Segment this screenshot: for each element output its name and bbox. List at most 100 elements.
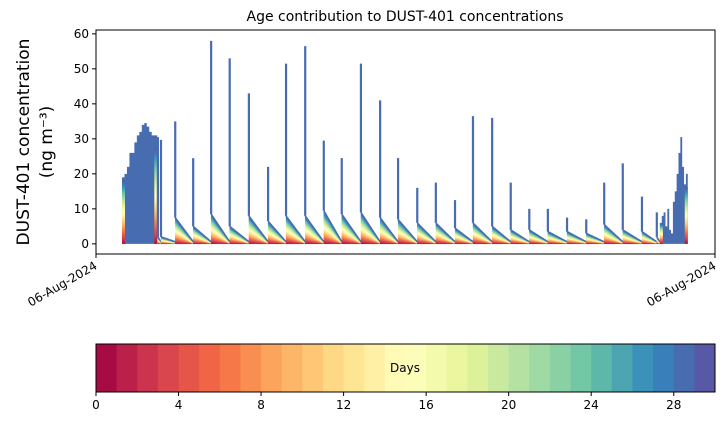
segment-top-line (157, 236, 162, 243)
age-segment (641, 230, 658, 245)
segment-top-line (285, 215, 306, 243)
segment-top-line (416, 222, 437, 243)
colorbar-swatch (426, 344, 448, 392)
segment-top-line (192, 225, 212, 243)
age-segment (174, 217, 194, 245)
cluster-area (659, 137, 688, 244)
colorbar-swatch (261, 344, 283, 392)
y-tick-label: 20 (74, 167, 89, 181)
segment-top-line (341, 213, 362, 243)
cluster-age-edge (659, 223, 663, 244)
segment-top-line (267, 220, 287, 243)
age-segment (547, 230, 568, 245)
colorbar-swatch (322, 344, 345, 392)
segment-top-line (397, 218, 418, 243)
age-segment (603, 224, 624, 245)
colorbar-swatch (632, 344, 654, 392)
age-segment (192, 225, 212, 245)
start-cluster (121, 123, 158, 244)
segment-top-line (585, 232, 605, 243)
colorbar-swatch (157, 344, 180, 392)
axes-frame (95, 29, 716, 255)
colorbar-tick-label: 28 (666, 398, 681, 412)
age-segment (416, 222, 437, 245)
segment-top-line (435, 222, 456, 243)
age-segment (160, 236, 176, 245)
segment-top-line (547, 230, 568, 243)
colorbar-swatch (364, 344, 386, 392)
y-tick-label: 10 (74, 202, 89, 216)
end-cluster (659, 137, 688, 244)
colorbar-frame (95, 343, 716, 393)
colorbar-label: Days (390, 361, 420, 375)
y-tick-label: 30 (74, 132, 89, 146)
colorbar-tick-label: 24 (584, 398, 599, 412)
colorbar-swatch (529, 344, 551, 392)
colorbar-swatch (405, 344, 427, 392)
colorbar-swatch (302, 344, 324, 392)
age-segment (285, 215, 306, 245)
x-axis: 06-Aug-2024 06-Aug-2024 (25, 254, 719, 309)
segment-top-line (210, 213, 231, 243)
age-segment (379, 217, 399, 245)
age-segment (397, 218, 418, 245)
colorbar-swatch (240, 344, 262, 392)
colorbar-swatch (673, 344, 695, 392)
plot-area (121, 40, 688, 245)
segment-top-line (603, 224, 624, 243)
age-segment (491, 225, 512, 245)
colorbar-swatch (467, 344, 489, 392)
age-segment (229, 225, 250, 245)
colorbar-swatch (488, 344, 510, 392)
segment-top-line (323, 210, 343, 243)
colorbar-swatch (178, 344, 200, 392)
age-segment (323, 210, 343, 245)
segment-top-line (174, 217, 194, 243)
cluster-age-edge (684, 187, 688, 244)
y-axis-label: DUST-401 concentration (14, 39, 34, 246)
y-axis: 0 10 20 30 40 50 60 (74, 27, 96, 251)
colorbar-swatch (343, 344, 365, 392)
x-tick-label: 06-Aug-2024 (644, 258, 718, 309)
x-tick-label: 06-Aug-2024 (25, 258, 99, 309)
colorbar-swatch (570, 344, 592, 392)
colorbar-swatch (694, 344, 716, 392)
colorbar-swatch (199, 344, 221, 392)
colorbar-swatch (549, 344, 572, 392)
segment-top-line (641, 230, 658, 243)
age-segment (304, 215, 325, 245)
age-segment (454, 227, 474, 245)
segment-top-line (248, 215, 269, 243)
colorbar-swatch (116, 344, 138, 392)
colorbar: 0 4 8 12 16 20 24 28 (92, 343, 716, 412)
colorbar-swatch (384, 344, 406, 392)
colorbar-swatch (446, 344, 468, 392)
segment-top-line (528, 229, 549, 243)
age-segment (566, 230, 587, 245)
segment-top-line (510, 229, 530, 243)
cluster-area (121, 123, 158, 244)
colorbar-swatch (219, 344, 241, 392)
colorbar-swatch (281, 344, 303, 392)
colorbar-tick-label: 8 (257, 398, 265, 412)
age-segment (210, 213, 231, 245)
cluster-age-edge (121, 180, 125, 244)
segment-top-line (304, 215, 325, 243)
age-segment (157, 236, 162, 245)
segment-top-line (472, 222, 493, 243)
colorbar-swatch (653, 344, 675, 392)
segment-top-line (360, 211, 381, 243)
age-segment (510, 229, 530, 245)
y-tick-label: 0 (81, 237, 89, 251)
colorbar-tick-label: 12 (336, 398, 351, 412)
colorbar-swatch (591, 344, 613, 392)
age-segment (248, 215, 269, 245)
age-segment (585, 232, 605, 245)
age-segment (528, 229, 549, 245)
colorbar-swatch (96, 344, 118, 392)
segment-top-line (454, 227, 474, 243)
age-segment (472, 222, 493, 245)
colorbar-tick-label: 0 (92, 398, 100, 412)
age-segment (341, 213, 362, 245)
